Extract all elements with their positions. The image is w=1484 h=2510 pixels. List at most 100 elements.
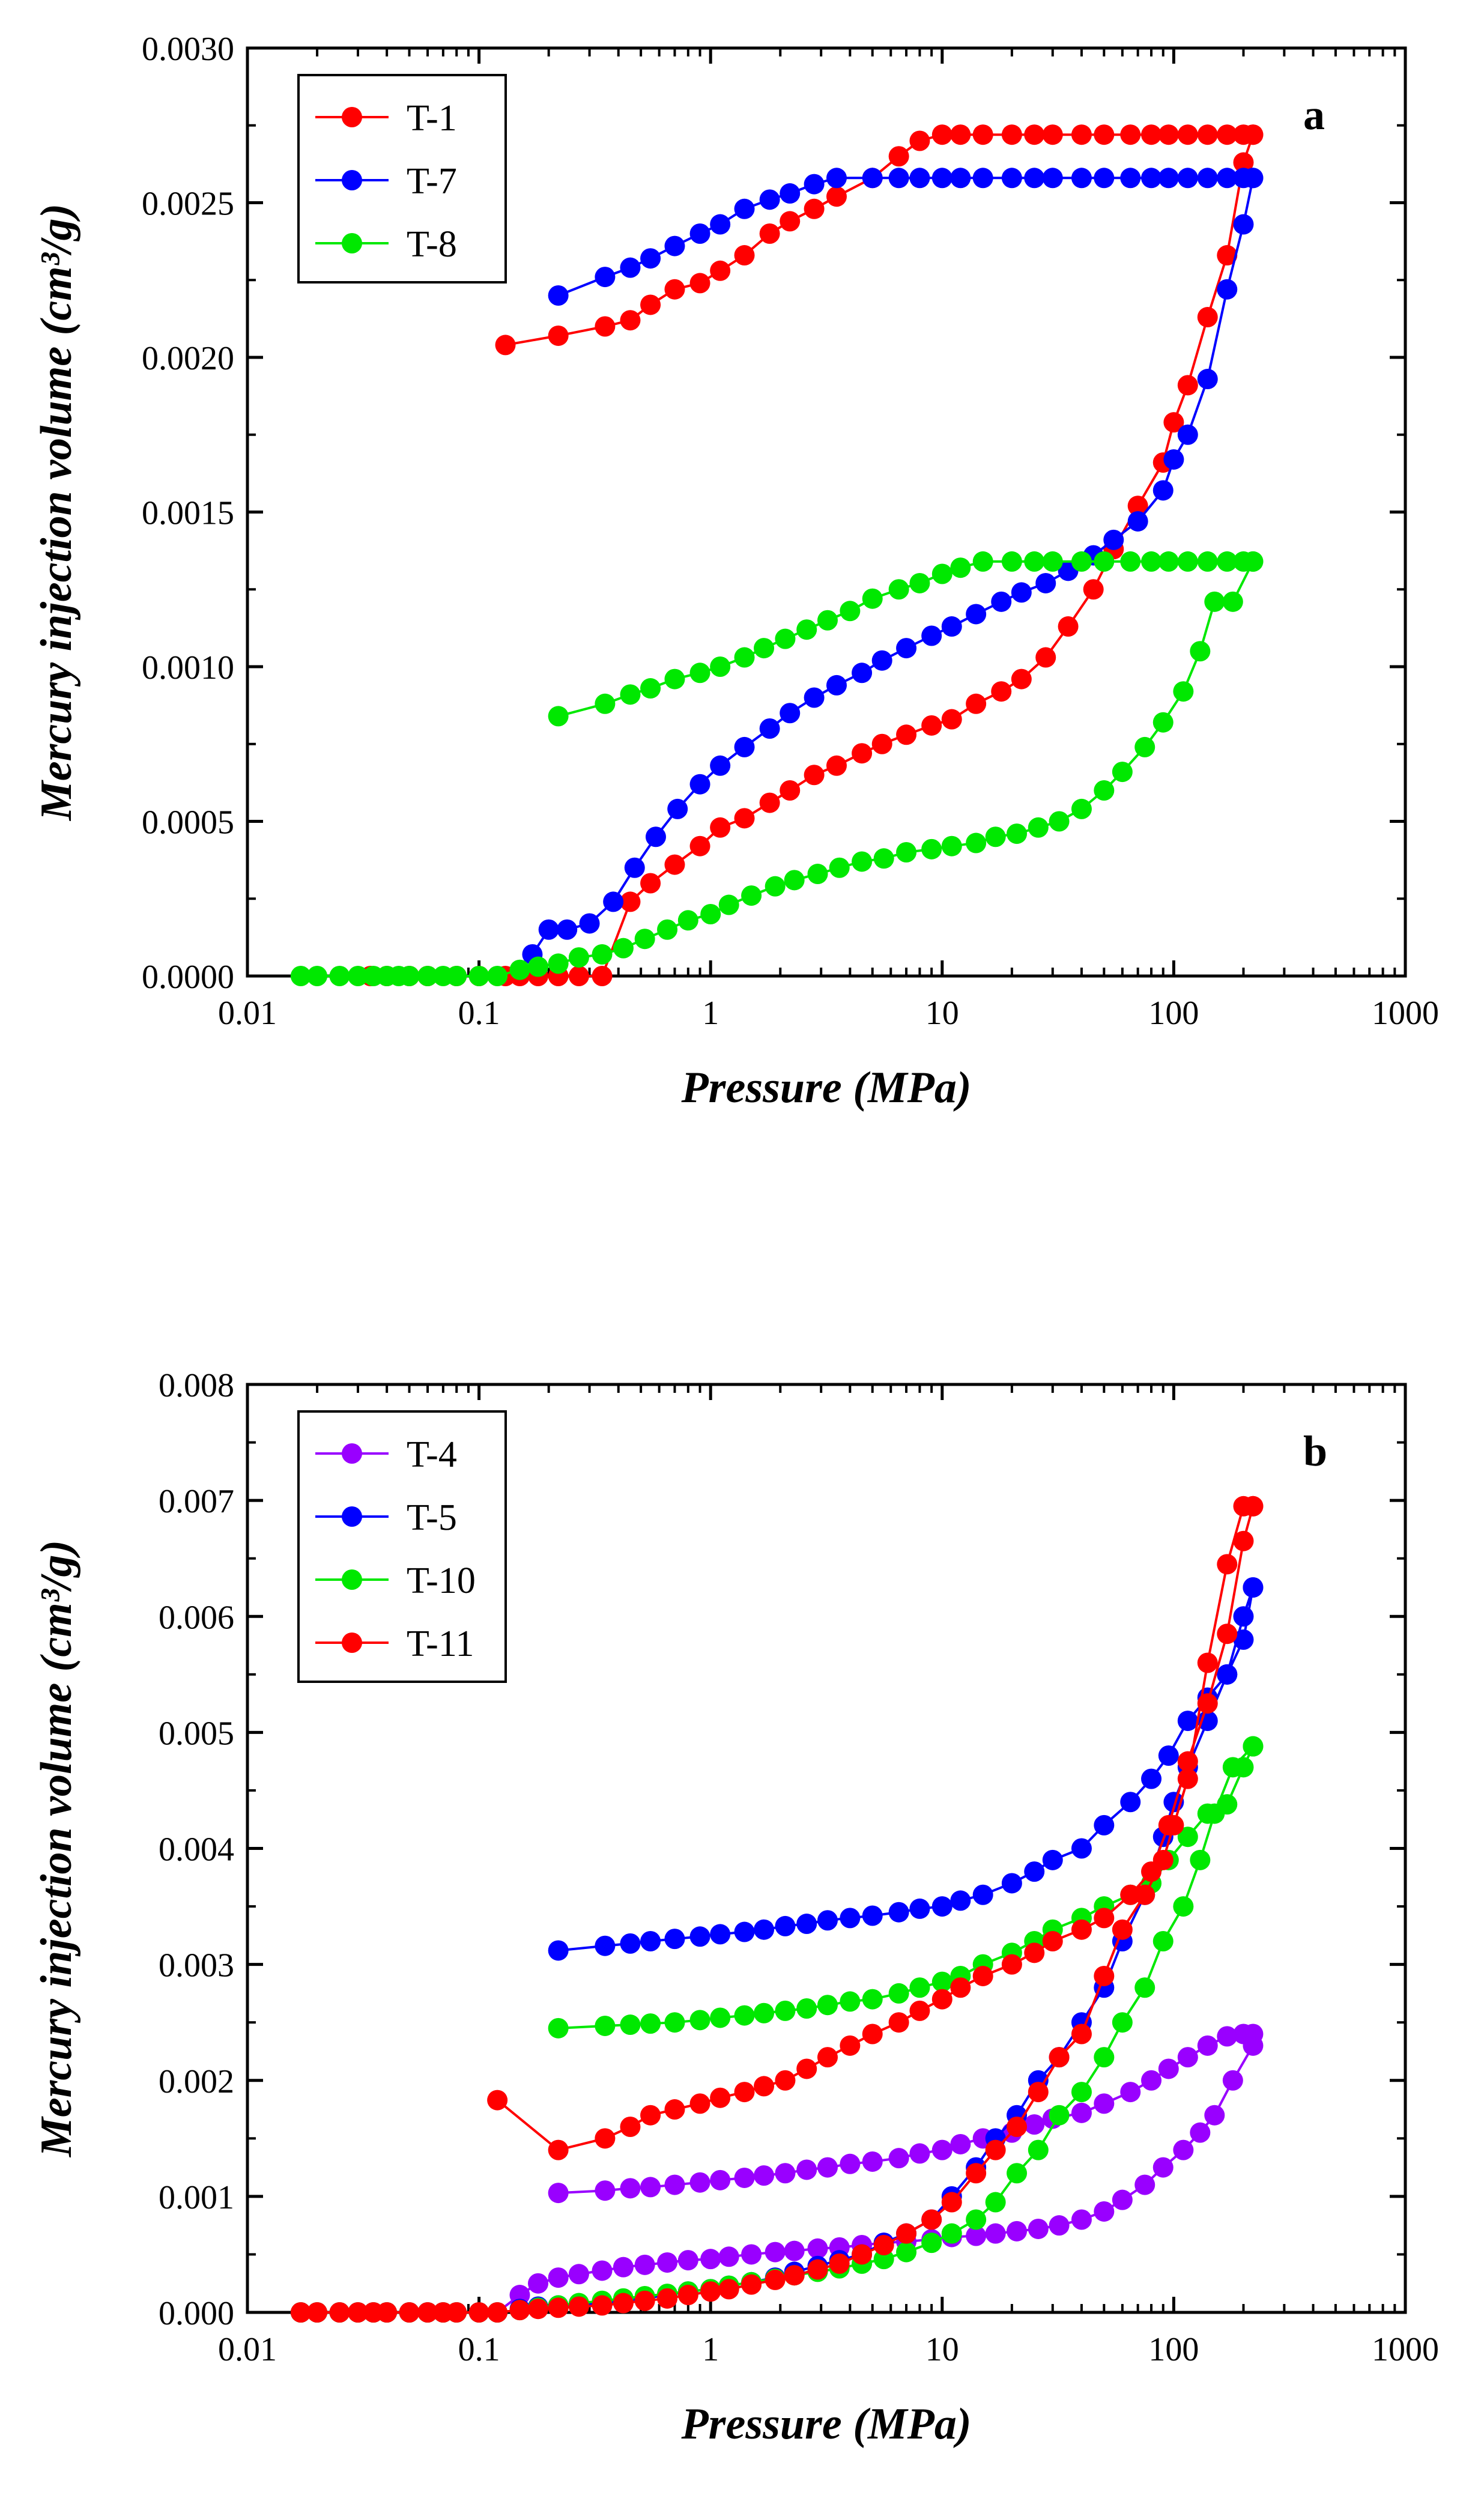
y-tick-label: 0.0000 xyxy=(142,959,234,996)
data-point xyxy=(950,168,971,189)
data-point xyxy=(1042,1849,1063,1870)
data-point xyxy=(710,817,731,838)
data-point xyxy=(1035,647,1056,668)
data-point xyxy=(741,2274,762,2295)
data-point xyxy=(1011,668,1032,690)
data-point xyxy=(1217,168,1238,189)
data-point xyxy=(1141,124,1162,145)
data-point xyxy=(710,2169,731,2190)
series-T-11 xyxy=(290,1496,1264,2323)
data-point xyxy=(852,2244,873,2265)
data-point xyxy=(1152,712,1174,733)
data-point xyxy=(664,2174,685,2195)
data-point xyxy=(817,610,838,631)
data-point xyxy=(759,718,780,739)
data-point xyxy=(826,674,847,696)
data-point xyxy=(548,2183,569,2204)
data-point xyxy=(1094,2201,1115,2222)
data-point xyxy=(759,223,780,244)
data-point xyxy=(1177,1768,1198,1789)
data-point xyxy=(1141,168,1162,189)
data-point xyxy=(557,919,578,940)
data-point xyxy=(754,2076,775,2097)
data-point xyxy=(1158,2058,1179,2079)
data-point xyxy=(347,966,368,986)
data-point xyxy=(377,2302,398,2323)
data-point xyxy=(399,966,420,986)
data-point xyxy=(1217,1554,1238,1575)
data-point xyxy=(1134,2174,1155,2195)
x-tick-label: 0.01 xyxy=(218,2331,277,2368)
data-point xyxy=(1094,780,1115,801)
data-point xyxy=(931,2139,952,2160)
data-point xyxy=(1177,551,1198,572)
data-point xyxy=(888,1902,909,1923)
data-point xyxy=(1094,1908,1115,1929)
data-point xyxy=(972,124,993,145)
data-point xyxy=(664,854,685,875)
data-point xyxy=(1243,1496,1264,1517)
data-point xyxy=(941,709,962,730)
data-point xyxy=(620,257,641,278)
data-point xyxy=(909,1977,930,1998)
data-point xyxy=(1071,798,1092,819)
data-point xyxy=(487,2090,508,2111)
data-point xyxy=(592,2295,613,2316)
data-point xyxy=(1112,762,1133,783)
data-point xyxy=(840,1908,861,1929)
data-point xyxy=(1141,1768,1162,1789)
data-point xyxy=(1177,1711,1198,1732)
x-tick-label: 1 xyxy=(702,995,719,1032)
data-point xyxy=(487,966,508,986)
data-point xyxy=(528,2273,549,2294)
data-point xyxy=(765,2242,786,2263)
data-point xyxy=(1197,1693,1218,1714)
data-point xyxy=(950,1977,971,1998)
data-point xyxy=(734,2005,755,2026)
data-point xyxy=(1001,1873,1022,1894)
data-point xyxy=(568,947,589,968)
data-point xyxy=(1112,1919,1133,1940)
data-point xyxy=(1011,582,1032,603)
data-point xyxy=(1233,1530,1254,1551)
x-tick-label: 100 xyxy=(1148,2331,1199,2368)
data-point xyxy=(1177,375,1198,396)
data-point xyxy=(985,826,1006,847)
y-tick-label: 0.0005 xyxy=(142,804,234,841)
data-point xyxy=(972,1965,993,1986)
data-point xyxy=(613,2257,634,2278)
data-point xyxy=(765,2269,786,2290)
data-point xyxy=(1024,1942,1045,1963)
data-point xyxy=(620,684,641,705)
panel-label: a xyxy=(1303,91,1325,139)
data-point xyxy=(595,267,616,288)
data-point xyxy=(804,687,825,708)
data-point xyxy=(871,733,892,754)
data-point xyxy=(784,2240,805,2261)
data-point xyxy=(862,168,883,189)
data-point xyxy=(1071,2102,1092,2123)
data-point xyxy=(1071,2209,1092,2230)
data-point xyxy=(347,2302,368,2323)
data-point xyxy=(307,966,328,986)
data-point xyxy=(640,294,661,315)
data-point xyxy=(888,1983,909,2004)
data-point xyxy=(1158,551,1179,572)
data-point xyxy=(1071,2082,1092,2103)
data-point xyxy=(896,842,917,862)
data-point xyxy=(1177,124,1198,145)
x-tick-label: 10 xyxy=(925,995,959,1032)
data-point xyxy=(1049,2105,1070,2126)
data-point xyxy=(1163,449,1184,470)
data-point xyxy=(775,2070,796,2091)
data-point xyxy=(1120,1884,1141,1905)
data-point xyxy=(689,835,710,856)
data-point xyxy=(640,248,661,269)
y-tick-label: 0.0020 xyxy=(142,340,234,377)
legend-marker xyxy=(342,1569,362,1590)
data-point xyxy=(1197,2035,1218,2056)
data-point xyxy=(1042,168,1063,189)
data-point xyxy=(1094,1965,1115,1986)
data-point xyxy=(548,2267,569,2288)
